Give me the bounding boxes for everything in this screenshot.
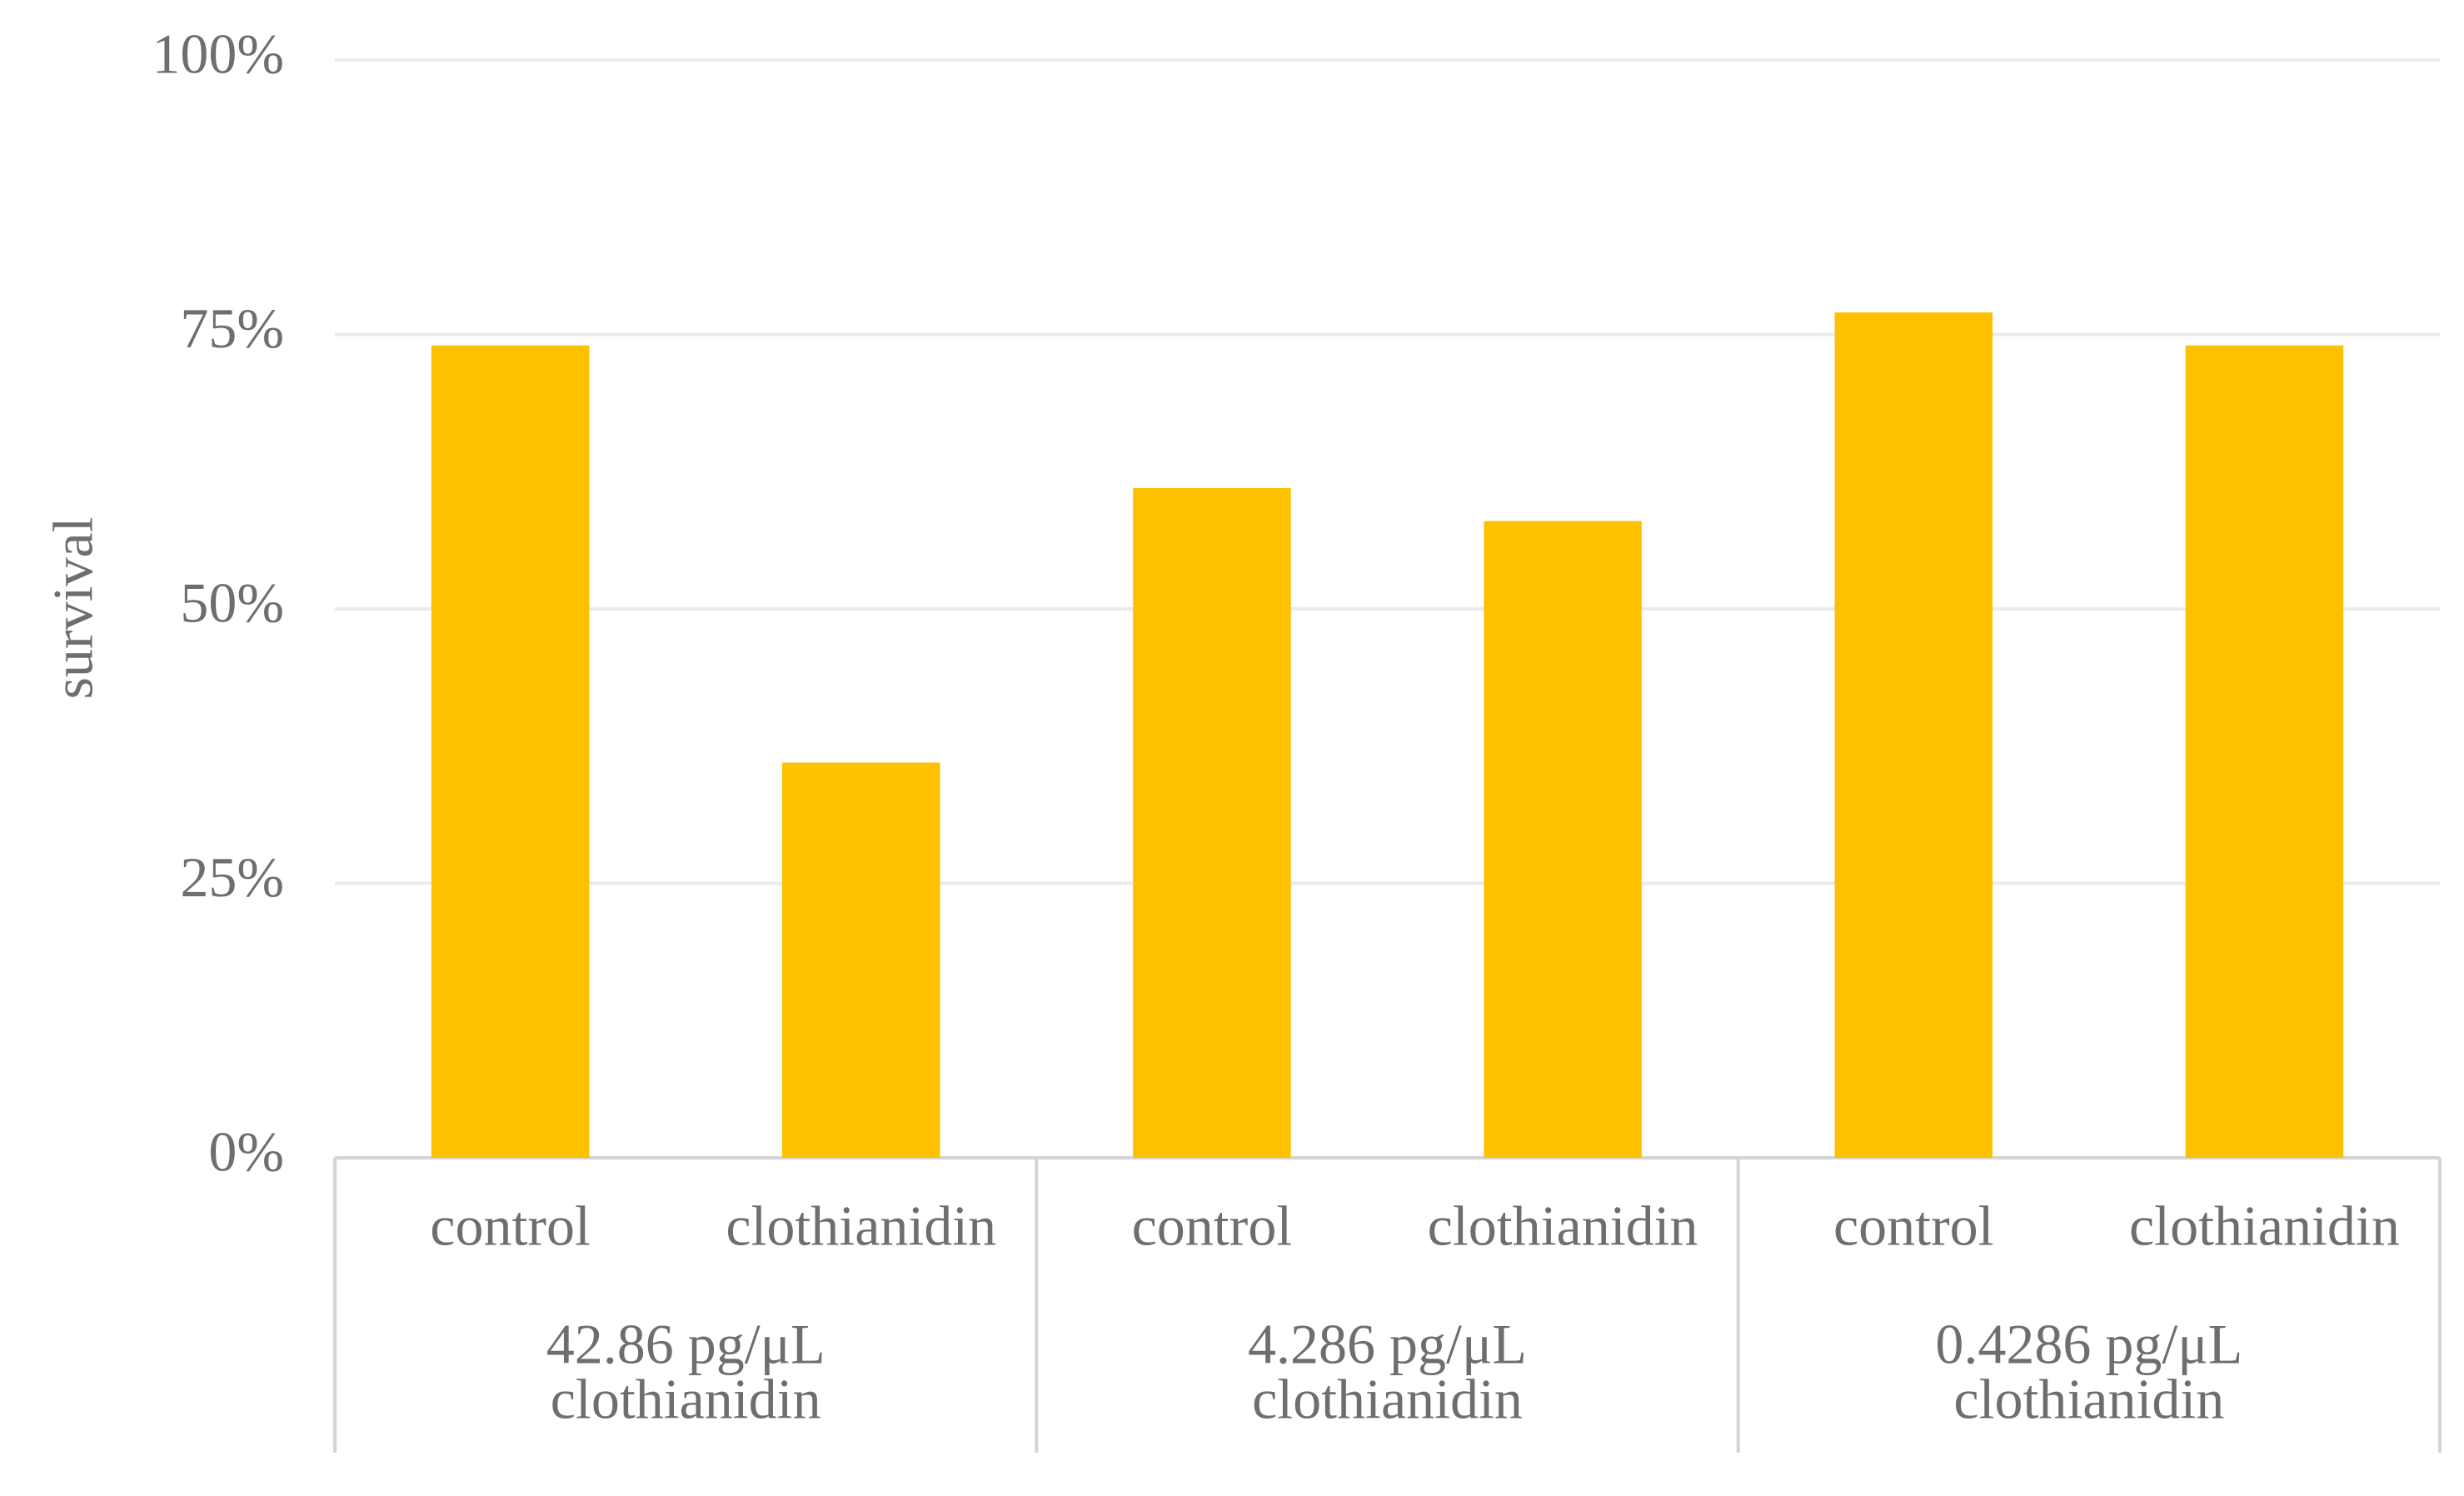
group-label: clothianidin: [551, 1368, 821, 1431]
y-tick-label: 25%: [180, 845, 284, 909]
group-label: 42.86 pg/μL: [546, 1313, 825, 1376]
y-tick-label: 50%: [180, 571, 284, 635]
x-tick-label: control: [1833, 1194, 1994, 1258]
x-tick-label: control: [430, 1194, 591, 1258]
bar: [1484, 521, 1642, 1158]
x-tick-label: clothianidin: [1428, 1194, 1698, 1258]
bar: [1834, 312, 1993, 1158]
bar: [1133, 488, 1291, 1158]
group-label: 4.286 pg/μL: [1248, 1313, 1527, 1376]
y-axis-label: survival: [42, 516, 105, 699]
y-tick-label: 100%: [152, 22, 284, 86]
y-tick-label: 75%: [180, 297, 284, 360]
group-label: clothianidin: [1252, 1368, 1523, 1431]
group-label: 0.4286 pg/μL: [1935, 1313, 2242, 1376]
bar: [2185, 345, 2344, 1158]
x-tick-label: clothianidin: [2129, 1194, 2400, 1258]
group-label: clothianidin: [1953, 1368, 2224, 1431]
bar: [781, 762, 940, 1158]
x-tick-label: control: [1132, 1194, 1293, 1258]
x-tick-label: clothianidin: [726, 1194, 996, 1258]
bar: [431, 345, 590, 1158]
y-tick-label: 0%: [208, 1120, 284, 1184]
